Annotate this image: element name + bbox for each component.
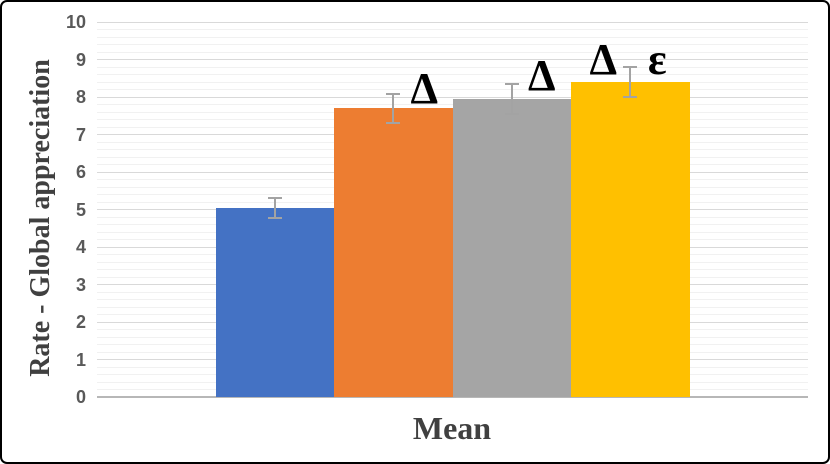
bar-blue	[215, 207, 334, 397]
bar-gray	[452, 98, 571, 397]
error-bar-gray	[510, 83, 513, 114]
y-tick-label: 10	[65, 12, 86, 32]
error-bar-blue-bottom-cap	[267, 216, 282, 219]
bar-orange	[334, 108, 453, 397]
y-tick-label: 1	[75, 349, 86, 370]
minor-gridline	[97, 74, 808, 75]
minor-gridline	[97, 51, 808, 53]
error-bar-orange-top-cap	[386, 92, 401, 95]
error-bar-yellow-top-cap	[623, 65, 638, 68]
error-bar-blue	[273, 197, 276, 218]
error-bar-yellow-bottom-cap	[623, 96, 638, 99]
y-tick-label: 5	[75, 199, 86, 220]
y-tick-label: 6	[75, 162, 86, 182]
major-gridline	[97, 96, 808, 98]
error-bar-blue-top-cap	[267, 196, 282, 199]
minor-gridline	[97, 29, 808, 30]
annotation-delta-gray: Δ	[527, 50, 556, 100]
error-bar-orange-bottom-cap	[386, 121, 401, 124]
minor-gridline	[97, 81, 808, 83]
y-tick-label: 2	[75, 312, 86, 332]
minor-gridline	[97, 66, 808, 68]
y-tick-label: 8	[75, 87, 86, 107]
annotation-epsilon-yellow: ε	[647, 35, 667, 84]
error-bar-orange	[392, 93, 395, 123]
minor-gridline	[97, 89, 808, 90]
bar-yellow	[571, 82, 690, 397]
minor-gridline	[97, 44, 808, 45]
major-gridline	[97, 21, 808, 23]
y-tick-label: 9	[75, 49, 86, 70]
error-bar-gray-bottom-cap	[504, 112, 519, 115]
x-axis-line	[97, 396, 808, 398]
x-axis-label: Mean	[412, 410, 492, 446]
y-tick-label: 3	[75, 274, 86, 295]
minor-gridline	[97, 36, 808, 38]
y-tick-label: 4	[75, 237, 86, 257]
error-bar-yellow	[629, 66, 632, 98]
y-tick-label: 0	[75, 387, 86, 407]
error-bar-gray-top-cap	[504, 82, 519, 85]
annotation-delta-orange: Δ	[410, 64, 439, 114]
y-tick-label: 7	[75, 124, 86, 145]
major-gridline	[97, 59, 808, 60]
annotation-delta-yellow: Δ	[589, 35, 618, 84]
